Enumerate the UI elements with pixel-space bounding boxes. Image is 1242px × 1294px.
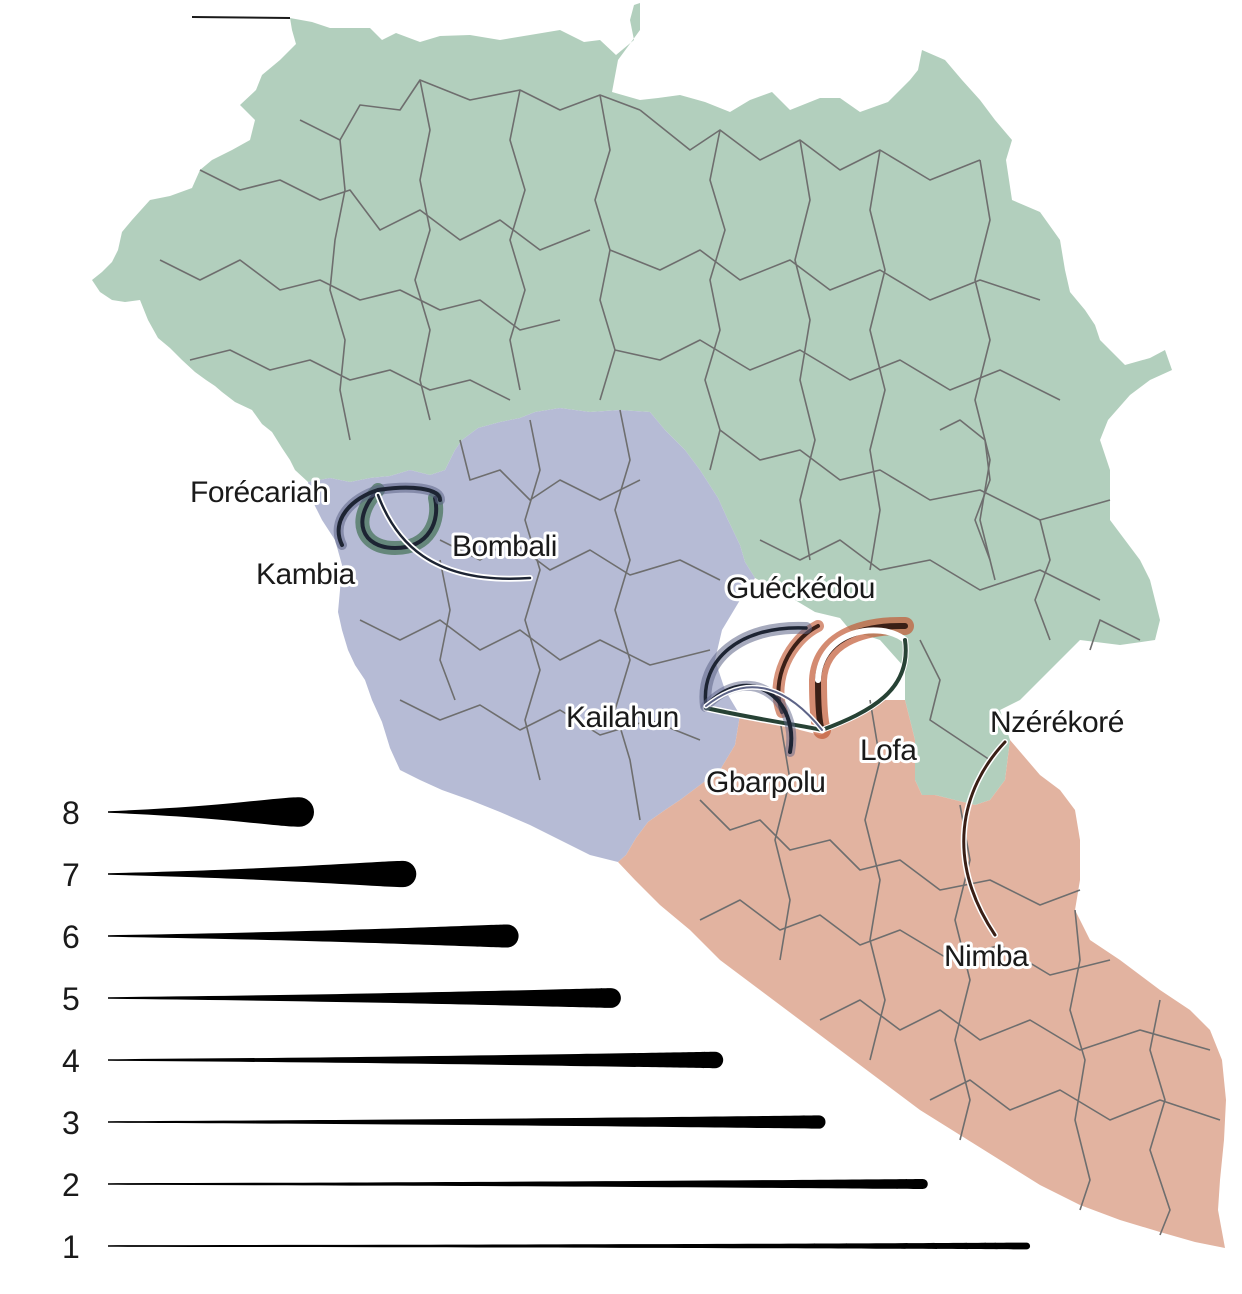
place-label-nimba: Nimba [944,940,1029,973]
legend-wedge-2 [108,1178,928,1190]
admin-border [414,79,431,421]
legend-wedge-6 [108,924,519,948]
admin-border [439,559,456,701]
frame-line [191,16,291,19]
admin-border [1069,909,1091,1211]
place-label-gueckedou: Guéckédou [726,572,875,605]
admin-border [609,249,1041,301]
legend-label-5: 5 [62,981,80,1017]
admin-border [189,349,511,401]
country-sierra-leone [308,408,755,862]
flow-lofa-gueckedou [815,627,909,733]
legend-wedge-4 [108,1051,724,1069]
flow-forecariah-bombali [355,483,444,556]
flow-kailahun-gueckedou [699,621,812,712]
legend-label-2: 2 [62,1167,80,1203]
flow-kambia-forecariah [333,482,445,550]
admin-border [864,699,886,1061]
flow-kambia-bombali [375,492,533,582]
admin-border [819,999,1211,1051]
flow-nzerekore-nimba [960,739,1008,938]
place-label-kambia: Kambia [256,558,356,591]
place-label-lofa: Lofa [860,734,917,767]
legend-wedge-7 [108,860,417,888]
flow-kailahun-lofa [702,704,826,734]
admin-border [759,539,1101,601]
admin-border [974,159,996,581]
admin-border [954,804,971,1141]
legend-label-7: 7 [62,857,80,893]
admin-border [699,799,1081,906]
flow-lofa-kailahun [703,684,825,733]
admin-border [329,139,351,441]
countries-layer [92,3,1226,1248]
labels-layer: Forécariah Kambia Bombali Guéckédou Kail… [187,473,1127,976]
admin-border [699,899,1111,976]
legend-label-6: 6 [62,919,80,955]
admin-border [399,699,701,741]
admin-border [929,1079,1221,1121]
flows-layer [333,482,1008,938]
admin-border [1089,619,1141,651]
admin-border [794,139,816,561]
admin-border [869,149,886,571]
admin-border [459,439,641,501]
admin-border [1149,999,1171,1236]
admin-border [524,419,541,781]
admin-border [939,419,991,561]
admin-border [614,409,641,821]
admin-border [774,719,791,961]
legend-wedge-8 [108,797,314,827]
legend-label-4: 4 [62,1043,80,1079]
place-label-kailahun: Kailahun [566,701,679,734]
admin-border [299,79,641,141]
legend-label-3: 3 [62,1105,80,1141]
place-label-gbarpolu: Gbarpolu [706,766,825,799]
country-guinea [92,3,1172,805]
admin-border [719,429,1111,521]
place-label-nzerekore: Nzérékoré [990,706,1124,739]
admin-border [919,639,991,761]
admin-border [159,259,561,331]
legend-label-1: 1 [62,1229,80,1265]
flow-width-legend: 8 7 6 5 4 3 2 1 [62,795,1031,1265]
admin-border [439,539,721,581]
admin-border [1034,519,1051,641]
admin-borders-layer [159,79,1221,1236]
legend-wedge-1 [108,1242,1031,1250]
place-label-forecariah: Forécariah [190,476,328,509]
admin-border [614,339,1061,401]
legend-wedge-3 [108,1115,826,1129]
country-liberia [618,700,1226,1248]
admin-border [704,129,726,471]
legend-label-8: 8 [62,795,80,831]
admin-border [359,619,711,666]
admin-border [509,89,526,391]
place-label-bombali: Bombali [452,530,557,563]
legend-wedge-5 [108,988,621,1008]
